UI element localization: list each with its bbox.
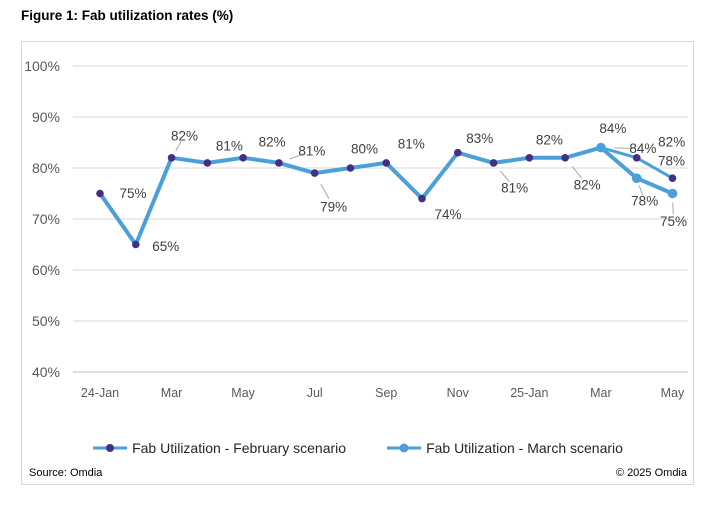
svg-text:78%: 78% <box>658 154 685 169</box>
svg-text:65%: 65% <box>152 239 179 254</box>
svg-text:Mar: Mar <box>161 386 183 400</box>
svg-text:60%: 60% <box>32 262 60 278</box>
svg-text:40%: 40% <box>32 364 60 380</box>
legend-label-february-scenario: Fab Utilization - February scenario <box>132 440 347 456</box>
svg-text:100%: 100% <box>24 58 60 74</box>
svg-text:81%: 81% <box>216 138 243 153</box>
svg-text:81%: 81% <box>501 180 528 195</box>
svg-text:70%: 70% <box>32 211 60 227</box>
svg-text:81%: 81% <box>298 143 325 158</box>
legend-item-february-scenario: Fab Utilization - February scenario <box>92 440 346 456</box>
svg-text:75%: 75% <box>660 214 687 229</box>
svg-text:82%: 82% <box>574 177 601 192</box>
legend-item-march-scenario: Fab Utilization - March scenario <box>386 440 623 456</box>
svg-text:24-Jan: 24-Jan <box>81 386 119 400</box>
svg-text:May: May <box>231 386 255 400</box>
svg-text:Mar: Mar <box>590 386 612 400</box>
svg-text:79%: 79% <box>320 200 347 215</box>
svg-text:Jul: Jul <box>307 386 323 400</box>
march-series-marker-icon <box>387 443 422 453</box>
svg-text:74%: 74% <box>435 207 462 222</box>
figure-title: Figure 1: Fab utilization rates (%) <box>21 8 234 23</box>
svg-text:83%: 83% <box>466 131 493 146</box>
copyright-label: © 2025 Omdia <box>615 467 687 479</box>
svg-text:78%: 78% <box>631 194 658 209</box>
source-label: Source: Omdia <box>29 467 103 479</box>
legend-label-march-scenario: Fab Utilization - March scenario <box>426 440 623 456</box>
source-row: Source: Omdia © 2025 Omdia <box>29 467 687 479</box>
svg-text:84%: 84% <box>629 141 656 156</box>
february-series-marker-icon <box>93 444 128 452</box>
chart-legend: Fab Utilization - February scenario Fab … <box>22 440 693 456</box>
svg-text:90%: 90% <box>32 109 60 125</box>
svg-text:Nov: Nov <box>447 386 470 400</box>
svg-text:75%: 75% <box>119 186 146 201</box>
svg-text:82%: 82% <box>171 128 198 143</box>
svg-text:25-Jan: 25-Jan <box>510 386 548 400</box>
svg-text:80%: 80% <box>351 142 378 157</box>
svg-text:Sep: Sep <box>375 386 397 400</box>
svg-text:81%: 81% <box>398 136 425 151</box>
svg-text:50%: 50% <box>32 313 60 329</box>
svg-text:May: May <box>661 386 685 400</box>
line-chart-plot: 100% 90% 80% 70% 60% 50% 40% 24-Jan Mar May Jul Sep… <box>24 58 688 400</box>
svg-text:82%: 82% <box>259 134 286 149</box>
svg-text:82%: 82% <box>536 132 563 147</box>
svg-text:84%: 84% <box>599 121 626 136</box>
chart-box: 100% 90% 80% 70% 60% 50% 40% 24-Jan Mar May Jul Sep… <box>21 41 694 485</box>
svg-text:82%: 82% <box>658 134 685 149</box>
svg-text:80%: 80% <box>32 160 60 176</box>
